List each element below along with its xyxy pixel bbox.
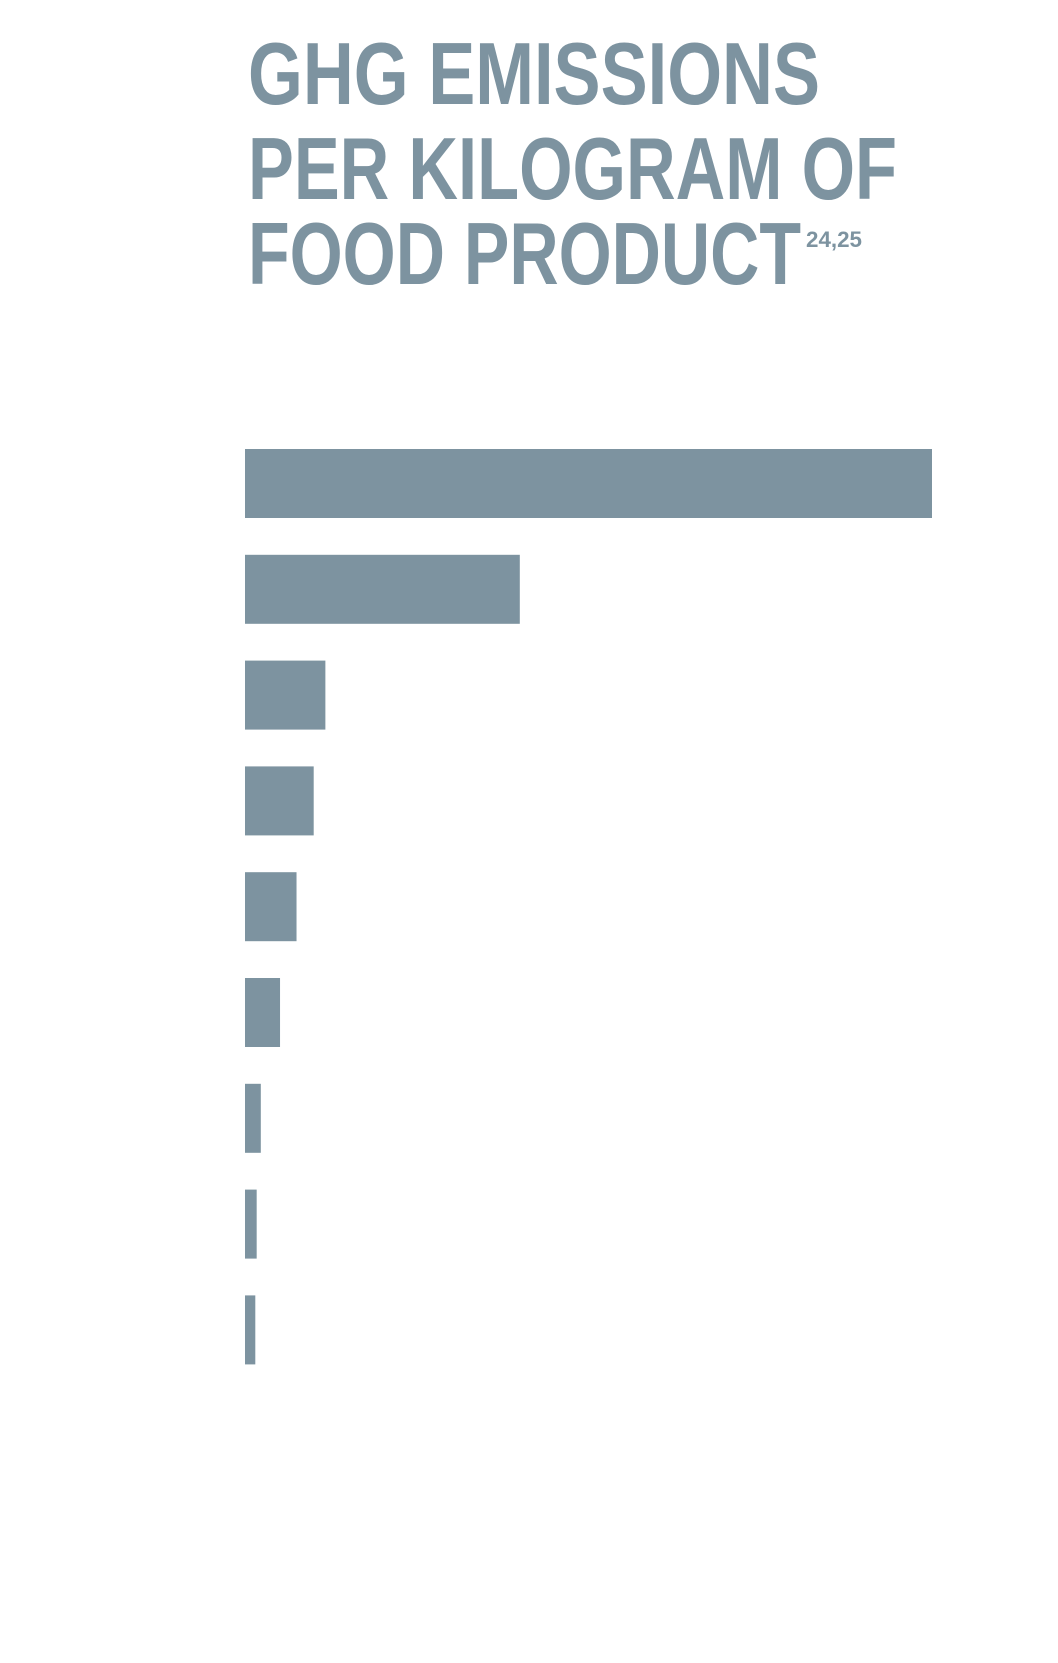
chart-title: FOOD PRODUCT [248,204,801,303]
bar [245,1189,257,1259]
bar [245,978,281,1047]
bar [245,872,297,942]
bar [245,1083,261,1153]
bar [245,660,326,730]
bar [245,554,520,624]
bar [245,449,932,518]
bar [245,1295,256,1365]
chart-title: PER KILOGRAM OF [248,119,897,218]
bar [245,766,314,836]
chart-title: GHG EMISSIONS [248,24,820,123]
title-note: 24,25 [806,227,862,252]
